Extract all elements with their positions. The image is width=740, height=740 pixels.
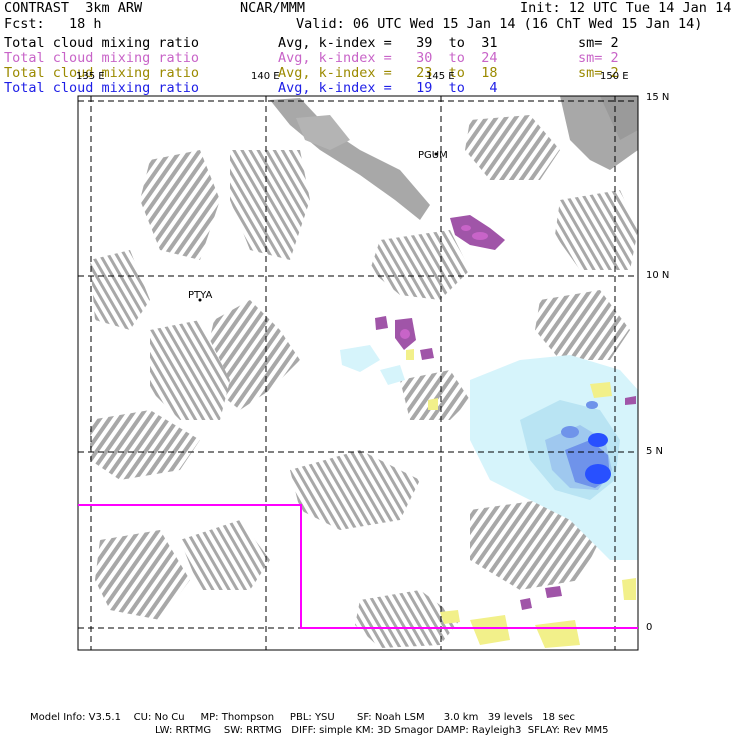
lat-label-10n: 10 N bbox=[646, 270, 670, 281]
map-frame bbox=[77, 95, 639, 651]
station-label-ptya: PTYA bbox=[188, 290, 213, 301]
field-range-3: Avg, k-index = 23 to 18 bbox=[278, 65, 498, 81]
field-sm-1: sm= 2 bbox=[578, 35, 619, 51]
field-sm-2: sm= 2 bbox=[578, 50, 619, 66]
lon-label-145e: 145 E bbox=[426, 71, 455, 82]
lon-label-140e: 140 E bbox=[251, 71, 280, 82]
field-range-4: Avg, k-index = 19 to 4 bbox=[278, 80, 498, 96]
lon-label-135e: 135 E bbox=[76, 71, 105, 82]
forecast-hour: Fcst: 18 h bbox=[4, 16, 102, 32]
init-time: Init: 12 UTC Tue 14 Jan 14 bbox=[520, 0, 732, 16]
field-label-4: Total cloud mixing ratio bbox=[4, 80, 200, 96]
station-marker-pgum bbox=[434, 152, 438, 156]
model-info-line-1: Model Info: V3.5.1 CU: No Cu MP: Thompso… bbox=[30, 712, 576, 723]
lat-label-0: 0 bbox=[646, 622, 653, 633]
valid-time: Valid: 06 UTC Wed 15 Jan 14 (16 ChT Wed … bbox=[296, 16, 703, 32]
lat-label-15n: 15 N bbox=[646, 92, 670, 103]
center-title: NCAR/MMM bbox=[240, 0, 306, 16]
model-title: CONTRAST 3km ARW bbox=[4, 0, 143, 16]
lat-label-5n: 5 N bbox=[646, 446, 664, 457]
boundary-line bbox=[78, 504, 638, 629]
field-range-2: Avg, k-index = 30 to 24 bbox=[278, 50, 498, 66]
model-info-line-2: LW: RRTMG SW: RRTMG DIFF: simple KM: 3D … bbox=[155, 725, 609, 736]
cloud-field bbox=[90, 96, 638, 648]
station-label-pgum: PGUM bbox=[418, 150, 448, 161]
field-label-3: Total cloud mixing ratio bbox=[4, 65, 200, 81]
field-label-2: Total cloud mixing ratio bbox=[4, 50, 200, 66]
lon-label-150e: 150 E bbox=[600, 71, 629, 82]
field-range-1: Avg, k-index = 39 to 31 bbox=[278, 35, 498, 51]
field-sm-3: sm= 2 bbox=[578, 65, 619, 81]
field-label-1: Total cloud mixing ratio bbox=[4, 35, 200, 51]
station-marker-ptya bbox=[198, 298, 202, 302]
